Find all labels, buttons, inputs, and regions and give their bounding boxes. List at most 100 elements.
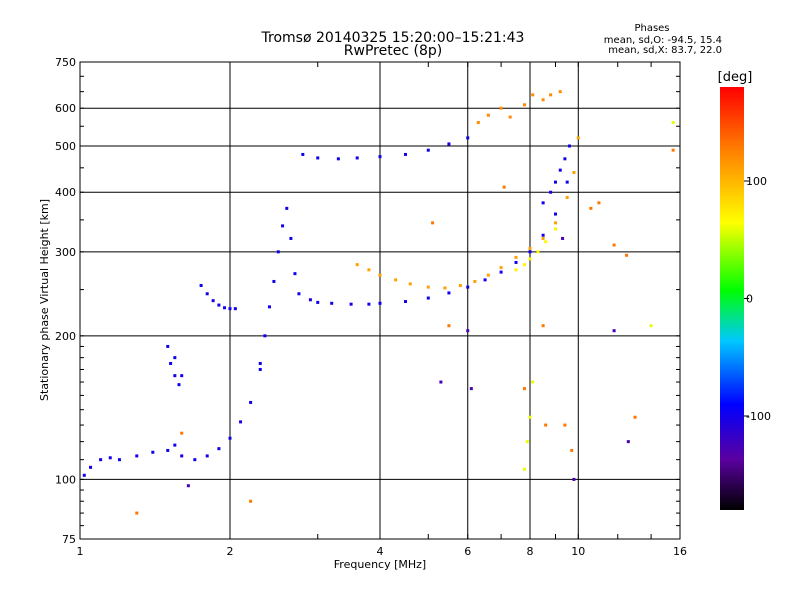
data-point [301, 152, 305, 156]
data-point [563, 157, 567, 161]
data-point [108, 456, 112, 460]
data-point [355, 156, 359, 160]
data-points [82, 90, 675, 515]
data-point [349, 302, 353, 306]
data-point [553, 212, 557, 216]
data-point [403, 152, 407, 156]
data-point [82, 473, 86, 477]
stats-line-x: mean, sd,X: 83.7, 22.0 [608, 45, 722, 56]
data-point [572, 170, 576, 174]
data-point [233, 307, 237, 311]
data-point [228, 307, 232, 311]
data-point [514, 268, 518, 272]
data-point [633, 415, 637, 419]
data-point [549, 190, 553, 194]
data-point [249, 499, 253, 503]
data-point [447, 142, 451, 146]
data-point [447, 324, 451, 328]
data-point [367, 268, 371, 272]
colorbar-tick-label: -100 [746, 410, 771, 423]
data-point [431, 221, 435, 225]
data-point [258, 367, 262, 371]
y-axis: 75 100 200 300 400 500 600 750 [55, 56, 680, 546]
data-point [281, 224, 285, 228]
data-point [561, 236, 565, 240]
data-point [553, 180, 557, 184]
data-point [563, 423, 567, 427]
data-point [439, 380, 443, 384]
data-point [553, 221, 557, 225]
data-point [483, 278, 487, 282]
data-point [528, 246, 532, 250]
data-point [565, 195, 569, 199]
data-point [289, 236, 293, 240]
data-point [135, 454, 139, 458]
data-point [597, 201, 601, 205]
data-point [228, 436, 232, 440]
y-axis-label: Stationary phase Virtual Height [km] [38, 199, 51, 401]
data-point [536, 250, 540, 254]
data-point [466, 136, 470, 140]
data-point [508, 115, 512, 119]
data-point [458, 283, 462, 287]
data-point [572, 477, 576, 481]
data-point [267, 305, 271, 309]
x-axis-label: Frequency [MHz] [334, 558, 426, 571]
data-point [426, 285, 430, 289]
data-point [544, 240, 548, 244]
data-point [99, 458, 103, 462]
data-point [499, 266, 503, 270]
data-point [502, 185, 506, 189]
data-point [531, 93, 535, 97]
colorbar [720, 87, 744, 510]
y-tick-label: 200 [55, 330, 76, 343]
data-point [499, 106, 503, 110]
y-tick-label: 750 [55, 56, 76, 69]
data-point [541, 201, 545, 205]
y-tick-label: 100 [55, 473, 76, 486]
data-point [626, 440, 630, 444]
data-point [308, 298, 312, 302]
data-point [443, 286, 447, 290]
data-point [217, 447, 221, 451]
data-point [514, 260, 518, 264]
data-point [199, 283, 203, 287]
data-point [612, 329, 616, 333]
data-point [173, 374, 177, 378]
data-point [528, 250, 532, 254]
data-point [336, 157, 340, 161]
data-point [576, 136, 580, 140]
y-tick-label: 500 [55, 140, 76, 153]
data-point [553, 227, 557, 231]
data-point [589, 206, 593, 210]
x-tick-label: 10 [571, 545, 585, 558]
x-axis: 1 2 4 6 8 10 16 [77, 62, 687, 558]
colorbar-tick-label: 0 [746, 293, 753, 306]
data-point [541, 324, 545, 328]
data-point [567, 144, 571, 148]
data-point [625, 253, 629, 257]
y-tick-label: 400 [55, 186, 76, 199]
data-point [523, 387, 527, 391]
data-point [426, 148, 430, 152]
data-point [671, 121, 675, 125]
x-tick-label: 8 [527, 545, 534, 558]
data-point [223, 306, 227, 310]
data-point [272, 279, 276, 283]
colorbar-ticks: 100 0 -100 [744, 175, 771, 423]
data-point [466, 285, 470, 289]
data-point [173, 356, 177, 360]
data-point [293, 272, 297, 276]
chart-subtitle: RwPretec (8p) [344, 43, 442, 59]
data-point [330, 301, 334, 305]
data-point [558, 168, 562, 172]
data-point [570, 448, 574, 452]
data-point [205, 454, 209, 458]
data-point [541, 98, 545, 102]
data-point [378, 301, 382, 305]
y-tick-label: 600 [55, 102, 76, 115]
data-point [205, 292, 209, 296]
data-point [549, 93, 553, 97]
data-point [612, 243, 616, 247]
